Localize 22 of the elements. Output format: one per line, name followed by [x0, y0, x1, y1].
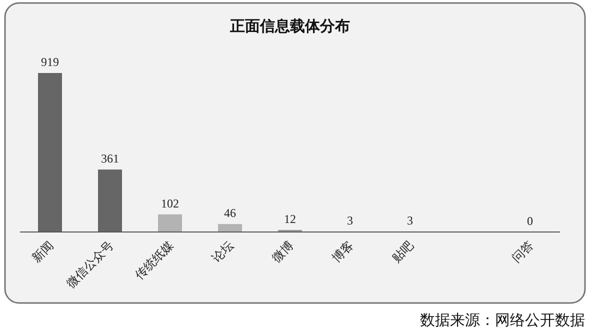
data-label: 12	[284, 212, 296, 226]
data-label: 46	[224, 206, 236, 220]
chart-title: 正面信息载体分布	[229, 18, 350, 35]
x-tick-label: 传统纸媒	[132, 238, 176, 282]
bar	[98, 170, 122, 232]
x-tick-label: 贴吧	[389, 238, 416, 266]
bar	[218, 224, 242, 232]
x-tick-label: 博客	[329, 238, 356, 266]
data-label: 3	[347, 213, 353, 228]
data-label: 0	[527, 214, 533, 228]
x-tick-label: 微博	[269, 238, 296, 266]
x-tick-label: 论坛	[209, 238, 236, 266]
source-note: 数据来源：网络公开数据	[420, 311, 585, 329]
x-tick-label: 微信公众号	[64, 238, 116, 291]
x-tick-label: 新闻	[29, 238, 56, 266]
data-label: 919	[41, 55, 59, 69]
data-label: 361	[101, 152, 119, 166]
x-tick-label: 问答	[509, 238, 536, 266]
data-label: 102	[161, 196, 179, 210]
data-label: 3	[407, 213, 413, 228]
bar	[38, 73, 62, 232]
bar	[158, 214, 182, 232]
